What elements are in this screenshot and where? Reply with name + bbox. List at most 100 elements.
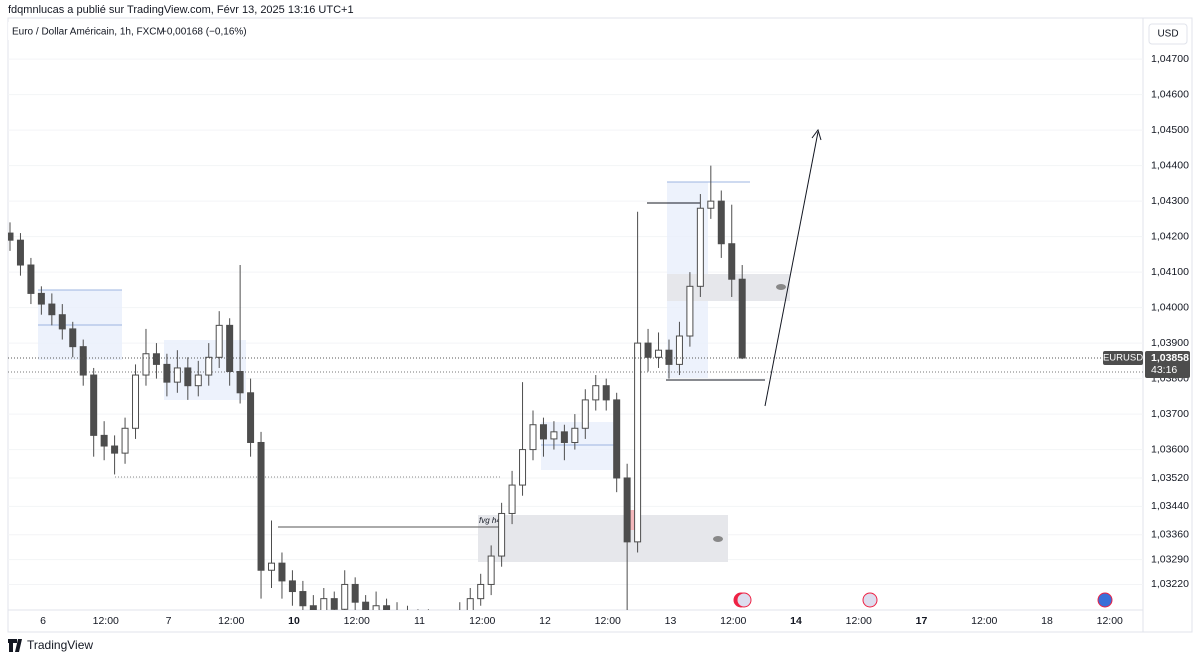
candle [571,414,579,450]
candle-body [581,399,589,429]
y-tick-label: 1,03520 [1151,472,1189,484]
chart-title: Euro / Dollar Américain, 1h, FXCM [12,27,165,38]
candle-body [247,392,255,443]
candle [90,367,98,457]
candle [508,470,516,525]
y-tick-label: 1,03700 [1151,408,1189,420]
candle [529,410,537,461]
x-tick-label: 6 [40,615,46,627]
currency[interactable]: USD [1157,29,1178,40]
event-icon[interactable] [862,592,878,608]
candle [320,587,328,610]
candle [644,328,652,372]
y-tick-label: 1,03220 [1151,578,1189,590]
candle [436,613,442,634]
y-tick-label: 1,03290 [1151,553,1189,565]
candle-body [571,427,579,443]
candle-body [696,207,704,287]
y-tick-label: 1,04700 [1151,53,1189,65]
y-tick-label: 1,04400 [1151,159,1189,171]
candle-body [372,605,380,610]
brand: TradingView [27,638,93,652]
candle [675,321,683,376]
candle-body [550,431,558,440]
arrow [764,131,819,407]
candle [341,570,349,610]
candle [623,463,631,610]
fvg-zone [478,515,728,562]
candle-body [602,385,610,401]
x-tick-label: 12:00 [595,615,621,627]
candle-body [728,243,736,280]
candle [466,587,474,610]
symbol-label-bg [1103,351,1143,366]
x-tick-label: 18 [1041,615,1053,627]
candle [205,343,213,386]
x-tick-label: 12:00 [344,615,370,627]
last-price-label: 1,03858 [1151,352,1189,364]
candle [613,392,621,493]
candle-body [8,232,14,241]
candle-body [457,613,463,624]
symbol-label: EURUSD [1103,353,1143,364]
drawings: fvg h4 [8,128,1143,562]
candle [634,211,642,553]
candle [278,552,286,599]
candle [519,382,527,496]
candle [121,417,129,464]
y-tick-label: 1,04600 [1151,88,1189,100]
candle-body [425,616,431,627]
candle-body [288,580,296,593]
candle [330,591,338,610]
candle-body [707,200,715,209]
candle [446,613,452,634]
x-tick-label: 12 [539,615,551,627]
publisher: fdqmnlucas a publié sur TradingView.com,… [8,4,354,16]
candle-body [69,328,77,348]
candle-body [675,335,683,365]
candle-body [592,385,600,401]
candle-body [394,613,400,620]
x-tick-label: 10 [288,615,300,627]
candle-body [477,583,485,600]
candle [132,364,140,439]
candle [152,343,160,379]
x-tick-label: 12:00 [720,615,746,627]
change: −0,00168 (−0,16%) [161,27,247,38]
candle [550,421,558,450]
y-tick-label: 1,03360 [1151,529,1189,541]
countdown: 43:16 [1151,364,1177,376]
candle-body [686,285,694,337]
candle [299,580,307,610]
candle-body [268,562,275,571]
x-tick-label: 12:00 [93,615,119,627]
candle [728,204,736,297]
candle [372,591,380,610]
candle-body [634,342,642,543]
candles [8,165,746,634]
y-tick-label: 1,04200 [1151,230,1189,242]
candle-body [466,598,474,610]
zone [541,422,616,470]
candle-body [184,367,192,387]
x-tick-label: 12:00 [218,615,244,627]
legend-bg [8,22,243,40]
candle [8,222,14,251]
candle-body [383,605,391,610]
candle [236,265,244,404]
candle-body [173,367,181,383]
candle-body [215,324,223,358]
candle [602,378,610,411]
event-icon[interactable] [736,592,752,608]
candle-body [446,620,452,624]
candle [425,609,431,627]
candle [383,598,391,610]
x-tick-label: 12:00 [1097,615,1123,627]
candle [738,265,746,360]
candle [686,272,694,347]
candle-body [341,583,349,610]
price-label-bg [1145,351,1190,379]
currency-button[interactable] [1148,23,1188,45]
event-icon[interactable] [1097,592,1113,608]
candle [539,417,547,457]
